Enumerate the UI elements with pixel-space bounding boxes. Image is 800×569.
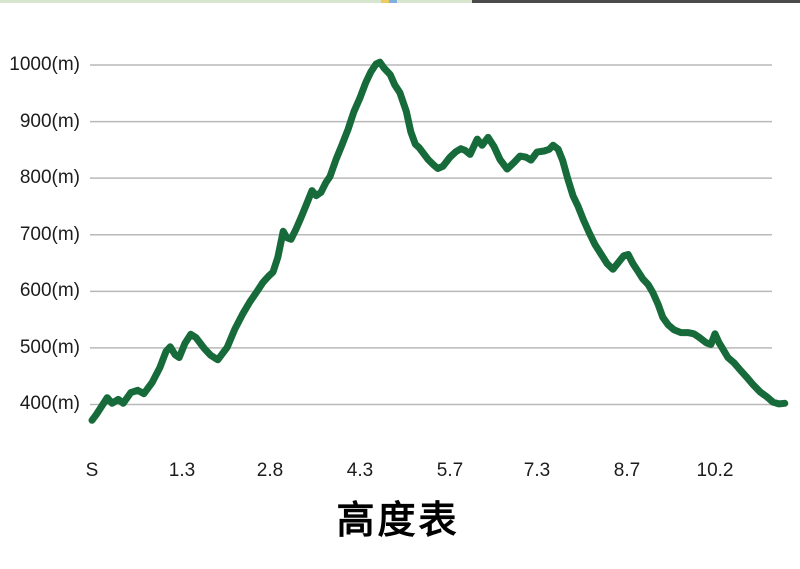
x-axis-label: 10.2: [696, 460, 734, 481]
y-axis-label: 900(m): [19, 110, 80, 132]
x-axis-label: 4.3: [346, 460, 374, 481]
x-axis-label: 2.8: [256, 460, 284, 481]
map-sliver-terrain-left: [0, 0, 381, 3]
map-sliver-blue-poi: [389, 0, 397, 3]
y-axis-label: 500(m): [19, 336, 80, 358]
x-axis-label: 1.3: [168, 460, 196, 481]
y-axis-label: 800(m): [19, 167, 80, 189]
y-axis-label: 600(m): [19, 280, 80, 302]
y-axis-label: 400(m): [19, 393, 80, 415]
x-axis-label: 7.3: [523, 460, 551, 481]
map-sliver-dark-panel: [472, 0, 800, 3]
y-axis-label: 700(m): [19, 223, 80, 245]
map-sliver-terrain-right: [397, 0, 472, 3]
y-axis-label: 1000(m): [9, 54, 80, 75]
x-axis-label: 8.7: [613, 460, 641, 481]
map-edge-sliver: [0, 0, 800, 3]
elevation-line: [88, 58, 789, 424]
x-axis-label: S: [85, 460, 99, 481]
x-axis-label: 5.7: [436, 460, 464, 481]
chart-title: 高度表: [336, 500, 460, 542]
map-sliver-yellow-poi: [381, 0, 389, 3]
